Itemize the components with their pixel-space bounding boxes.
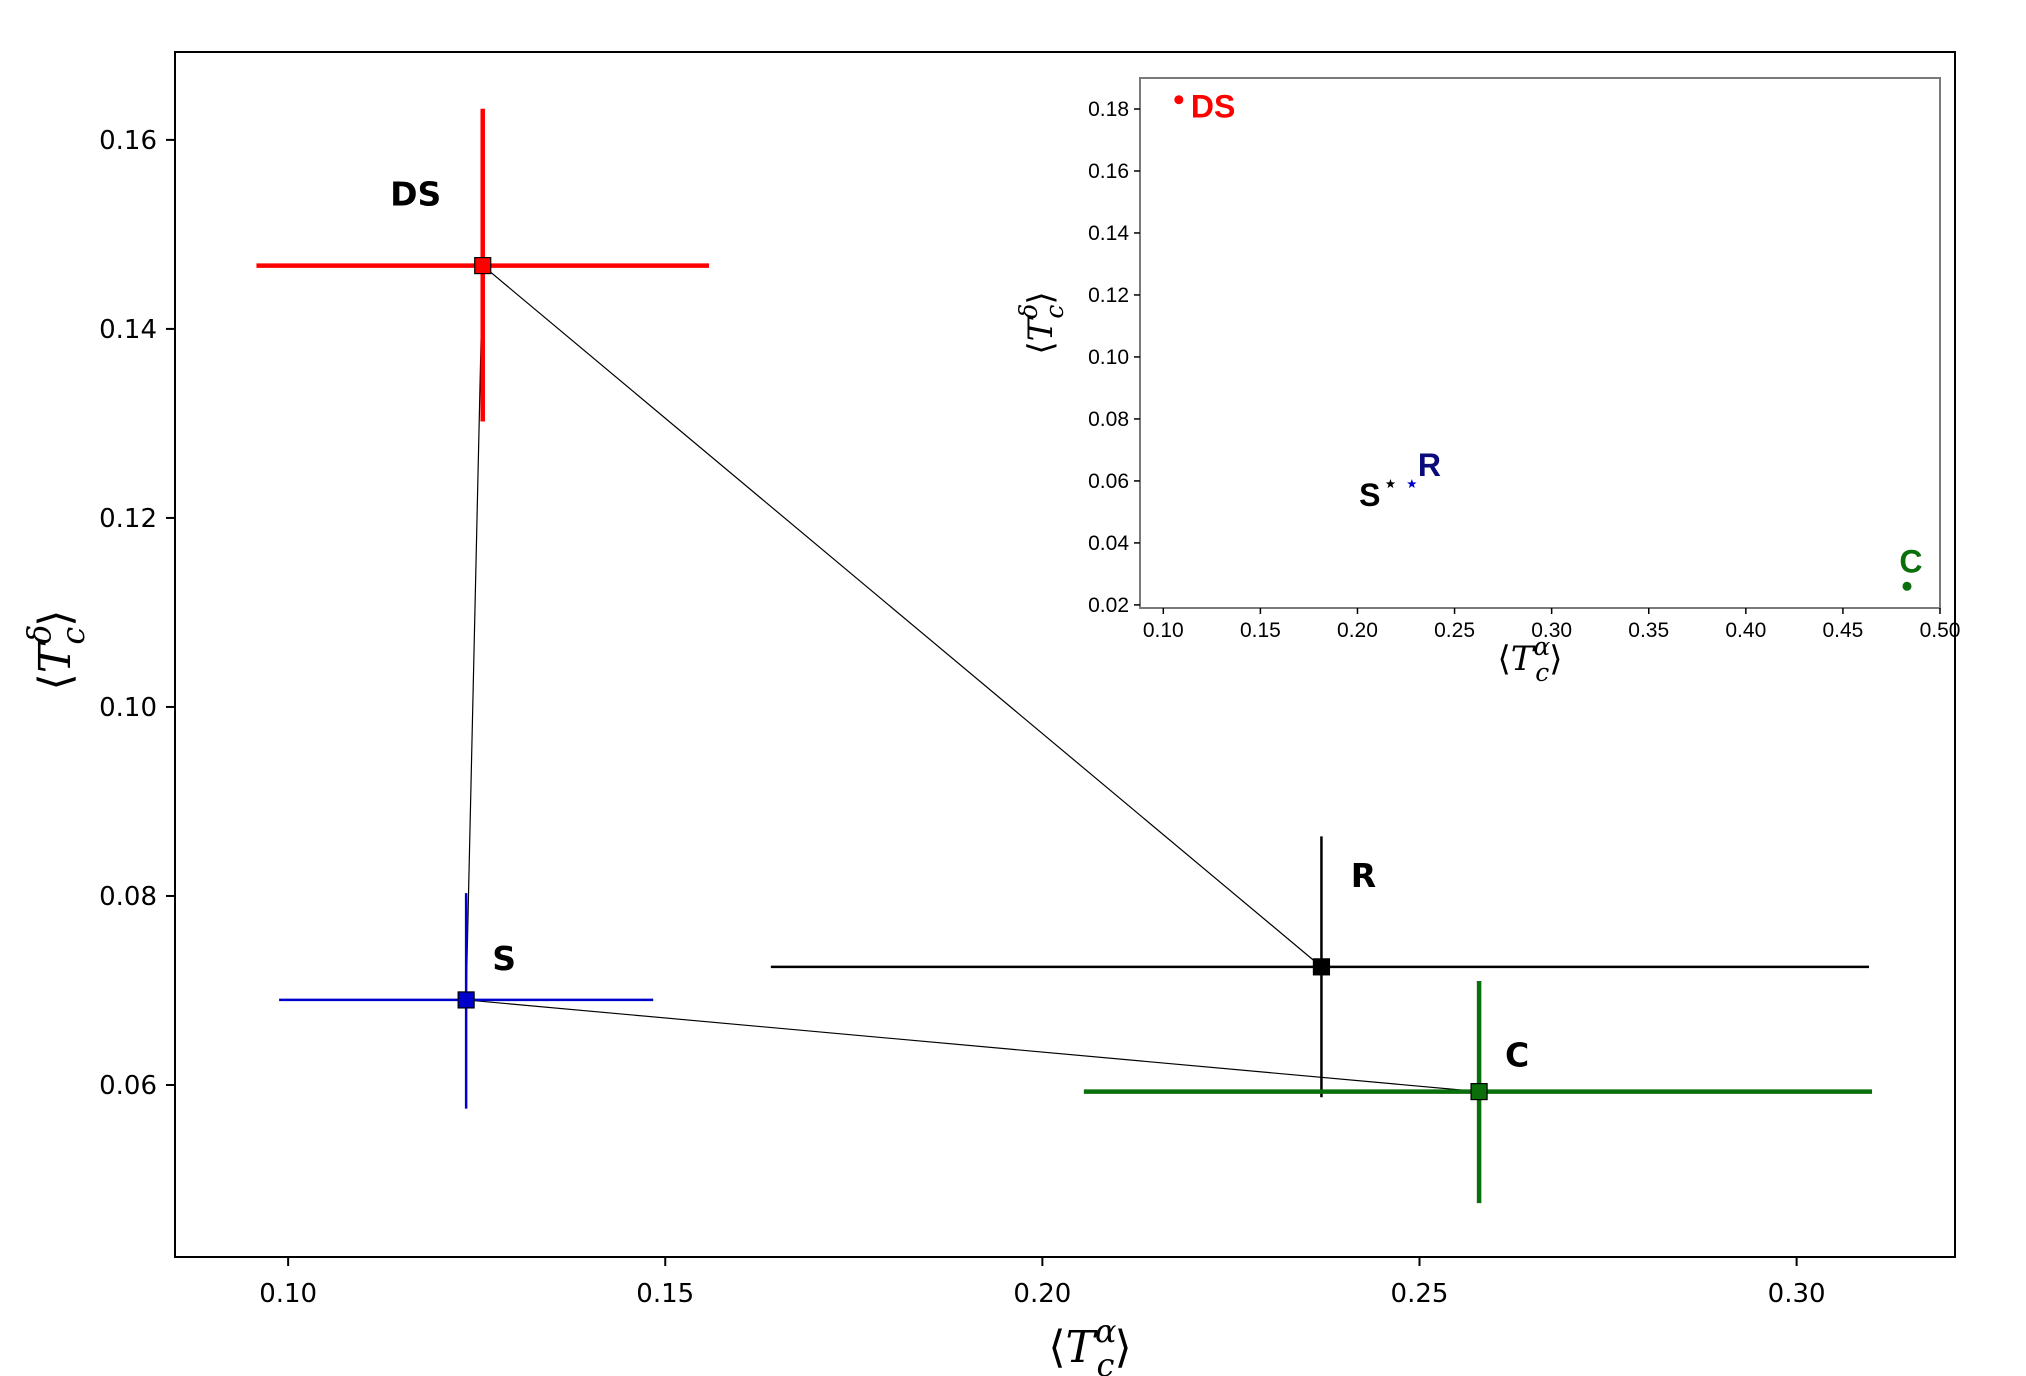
- inset-y-tick-label: 0.08: [1088, 408, 1129, 431]
- x-tick-label: 0.25: [1391, 1279, 1449, 1309]
- inset-y-axis-ticks: 0.02 0.04 0.06 0.08 0.10 0.12 0.14 0.16 0.18: [1088, 98, 1140, 617]
- inset-x-tick-label: 0.30: [1531, 619, 1572, 642]
- inset-x-tick-label: 0.45: [1822, 619, 1863, 642]
- y-axis-ticks: 0.06 0.08 0.10 0.12 0.14 0.16: [99, 126, 175, 1101]
- inset-y-axis-label: ⟨Tδc⟩: [1014, 291, 1069, 354]
- inset-y-tick-label: 0.06: [1088, 470, 1129, 493]
- main-plot-frame: [174, 51, 1956, 1258]
- inset-point-labels: DS S R C: [1191, 89, 1923, 580]
- y-tick-label: 0.06: [99, 1071, 157, 1101]
- x-axis-ticks: 0.10 0.15 0.20 0.25 0.30: [259, 1257, 1826, 1309]
- inset-y-tick-label: 0.14: [1088, 222, 1129, 245]
- inset-background: [1140, 78, 1940, 608]
- inset-x-tick-label: 0.20: [1337, 619, 1378, 642]
- marker-s: [457, 991, 475, 1009]
- inset-y-tick-label: 0.10: [1088, 346, 1129, 369]
- inset-data-markers: [1174, 95, 1912, 591]
- marker-r: [1312, 958, 1331, 976]
- x-tick-label: 0.20: [1013, 1279, 1071, 1309]
- inset-y-tick-label: 0.02: [1088, 594, 1129, 617]
- point-label-c: C: [1505, 1036, 1529, 1075]
- inset-x-tick-label: 0.40: [1725, 619, 1766, 642]
- connection-line-ds-r: [482, 265, 1322, 968]
- y-tick-label: 0.10: [99, 693, 157, 723]
- inset-x-tick-label: 0.35: [1628, 619, 1669, 642]
- connection-lines: [465, 265, 1480, 1093]
- inset-point-label-r: R: [1418, 447, 1441, 483]
- inset-point-label-s: S: [1359, 477, 1380, 513]
- inset-y-tick-label: 0.12: [1088, 284, 1129, 307]
- x-axis-label: ⟨Tα c⟩: [1048, 1312, 1131, 1376]
- inset-marker-c: [1902, 581, 1912, 591]
- inset-point-label-ds: DS: [1191, 89, 1235, 125]
- connection-line-s-c: [466, 999, 1480, 1093]
- inset-y-tick-label: 0.04: [1088, 532, 1129, 555]
- y-tick-label: 0.14: [99, 315, 157, 345]
- marker-c: [1470, 1083, 1488, 1101]
- inset-point-label-c: C: [1899, 543, 1922, 579]
- point-label-s: S: [492, 939, 516, 978]
- y-tick-label: 0.12: [99, 504, 157, 534]
- inset-x-tick-label: 0.25: [1434, 619, 1475, 642]
- connection-line-ds-s: [465, 265, 484, 1000]
- inset-marker-r: [1407, 479, 1417, 489]
- inset-x-axis-label: ⟨Tα c⟩: [1497, 632, 1562, 687]
- inset-x-tick-label: 0.10: [1143, 619, 1184, 642]
- x-tick-label: 0.30: [1768, 1279, 1826, 1309]
- inset-x-axis-ticks: 0.10 0.15 0.20 0.25 0.30 0.35 0.40 0.45 0.50: [1143, 608, 1961, 642]
- y-tick-label: 0.16: [99, 126, 157, 156]
- y-axis-label: ⟨Tδc⟩: [20, 610, 92, 691]
- inset-y-tick-label: 0.16: [1088, 160, 1129, 183]
- inset-y-tick-label: 0.18: [1088, 98, 1129, 121]
- marker-ds: [474, 256, 492, 275]
- x-tick-label: 0.10: [259, 1279, 317, 1309]
- inset-marker-ds: [1174, 95, 1184, 105]
- point-labels: DS S R C: [390, 175, 1529, 1075]
- point-label-r: R: [1351, 856, 1376, 895]
- inset-x-tick-label: 0.15: [1240, 619, 1281, 642]
- y-tick-label: 0.08: [99, 882, 157, 912]
- x-tick-label: 0.15: [636, 1279, 694, 1309]
- inset-x-tick-label: 0.50: [1920, 619, 1961, 642]
- inset-marker-s: [1385, 479, 1396, 489]
- data-markers: [457, 256, 1488, 1101]
- inset-plot-frame: [1139, 77, 1941, 609]
- point-label-ds: DS: [390, 175, 441, 214]
